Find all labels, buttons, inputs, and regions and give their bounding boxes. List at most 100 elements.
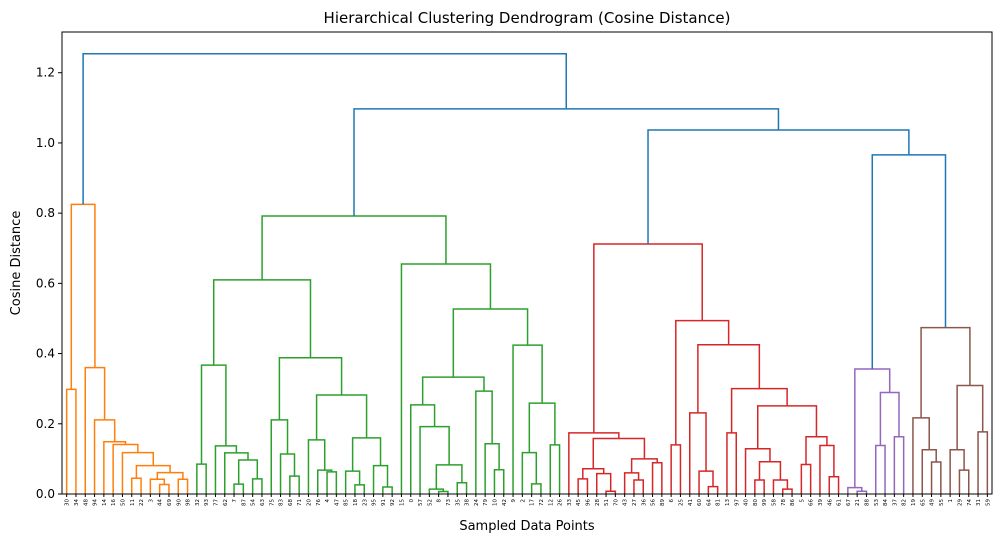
dendrogram-link <box>633 479 644 494</box>
dendrogram-link <box>512 344 543 494</box>
dendrogram-link <box>410 404 436 494</box>
leaf-label: 63 <box>260 499 266 506</box>
leaf-label: 12 <box>548 499 554 506</box>
leaf-label: 88 <box>864 499 870 506</box>
leaf-label: 57 <box>418 499 424 506</box>
leaf-label: 53 <box>874 499 880 506</box>
dendrogram-link <box>675 319 730 445</box>
dendrogram-link <box>484 443 500 494</box>
dendrogram-link <box>237 459 259 485</box>
dendrogram-link <box>82 53 567 205</box>
dendrogram-link <box>912 417 930 494</box>
leaf-label: 11 <box>130 499 136 506</box>
dendrogram-link <box>647 129 910 245</box>
dendrogram-link <box>651 462 663 494</box>
dendrogram-link <box>670 444 682 494</box>
dendrogram-link <box>697 344 761 413</box>
x-axis-label: Sampled Data Points <box>459 519 595 534</box>
leaf-label: 13 <box>725 499 731 506</box>
leaf-label: 1 <box>948 499 954 503</box>
leaf-label: 64 <box>706 499 712 506</box>
dendrogram-link <box>530 483 542 494</box>
leaf-label: 79 <box>483 499 489 506</box>
dendrogram-link <box>279 453 296 494</box>
leaf-label: 40 <box>744 499 750 506</box>
dendrogram-link <box>493 469 505 494</box>
leaf-label: 17 <box>530 499 536 506</box>
leaf-label: 59 <box>985 499 991 506</box>
leaf-label: 8 <box>437 499 443 503</box>
leaf-label: 86 <box>790 499 796 506</box>
leaf-label: 21 <box>855 499 861 506</box>
dendrogram-link <box>893 436 905 494</box>
dendrogram-link <box>289 475 300 494</box>
leaf-label: 95 <box>372 499 378 506</box>
leaf-label: 84 <box>883 499 889 506</box>
leaf-label: 56 <box>651 499 657 506</box>
leaf-label: 19 <box>911 499 917 506</box>
leaf-label: 91 <box>381 499 387 506</box>
leaf-label: 98 <box>186 499 192 506</box>
leaf-label: 55 <box>939 499 945 506</box>
x-axis: 30 34 48 94 14 16 50 11 22 3 44 69 90 98 32 93 77 62 7 87 54… <box>65 494 991 506</box>
dendrogram-link <box>930 461 942 494</box>
dendrogram-link <box>315 394 368 440</box>
y-axis: 0.0 0.2 0.4 0.6 0.8 1.0 1.2 <box>36 66 62 501</box>
leaf-label: 75 <box>269 499 275 506</box>
leaf-label: 97 <box>734 499 740 506</box>
leaf-label: 76 <box>316 499 322 506</box>
dendrogram-link <box>754 479 765 494</box>
dendrogram-link <box>70 203 96 390</box>
leaf-label: 77 <box>213 499 219 506</box>
y-tick-label: 1.2 <box>36 66 55 80</box>
leaf-label: 33 <box>567 499 573 506</box>
dendrogram-link <box>871 154 947 370</box>
dendrogram-link <box>149 478 166 494</box>
dendrogram-link <box>958 469 970 494</box>
dendrogram-link <box>819 444 835 494</box>
leaf-label: 90 <box>176 499 182 506</box>
dendrogram-link <box>956 384 984 450</box>
leaf-label: 65 <box>920 499 926 506</box>
dendrogram-link <box>437 490 449 494</box>
dendrogram-link <box>847 486 863 494</box>
leaf-label: 28 <box>595 499 601 506</box>
leaf-label: 31 <box>976 499 982 506</box>
leaf-label: 5 <box>799 499 805 503</box>
leaf-label: 2 <box>520 499 526 503</box>
leaf-label: 45 <box>576 499 582 506</box>
leaf-label: 32 <box>195 499 201 506</box>
dendrogram-link <box>707 485 719 494</box>
leaf-label: 26 <box>558 499 564 506</box>
dendrogram-link <box>577 478 589 494</box>
leaf-label: 42 <box>502 499 508 506</box>
leaf-label: 87 <box>241 499 247 506</box>
dendrogram-link <box>435 464 463 490</box>
leaf-label: 9 <box>511 499 517 503</box>
leaf-label: 15 <box>399 499 405 506</box>
dendrogram-link <box>353 108 780 216</box>
dendrogram-link <box>879 391 900 446</box>
leaf-label: 50 <box>120 499 126 506</box>
leaf-label: 52 <box>427 499 433 506</box>
dendrogram-link <box>135 464 171 479</box>
leaf-label: 39 <box>818 499 824 506</box>
leaf-label: 74 <box>967 499 973 506</box>
leaf-label: 67 <box>846 499 852 506</box>
leaf-label: 61 <box>837 499 843 506</box>
dendrogram-link <box>568 432 620 494</box>
dendrogram-link <box>317 469 333 494</box>
dendrogram-link <box>521 451 538 494</box>
leaf-label: 89 <box>660 499 666 506</box>
dendrogram-link <box>177 478 189 494</box>
dendrogram-link <box>698 470 714 494</box>
dendrogram-link <box>224 452 249 494</box>
dendrogram-link <box>757 405 818 449</box>
dendrogram-link <box>419 425 450 494</box>
dendrogram-link <box>354 484 365 494</box>
leaf-label: 71 <box>297 499 303 506</box>
dendrogram-link <box>456 482 468 494</box>
dendrogram-link <box>121 451 155 494</box>
leaf-label: 96 <box>585 499 591 506</box>
